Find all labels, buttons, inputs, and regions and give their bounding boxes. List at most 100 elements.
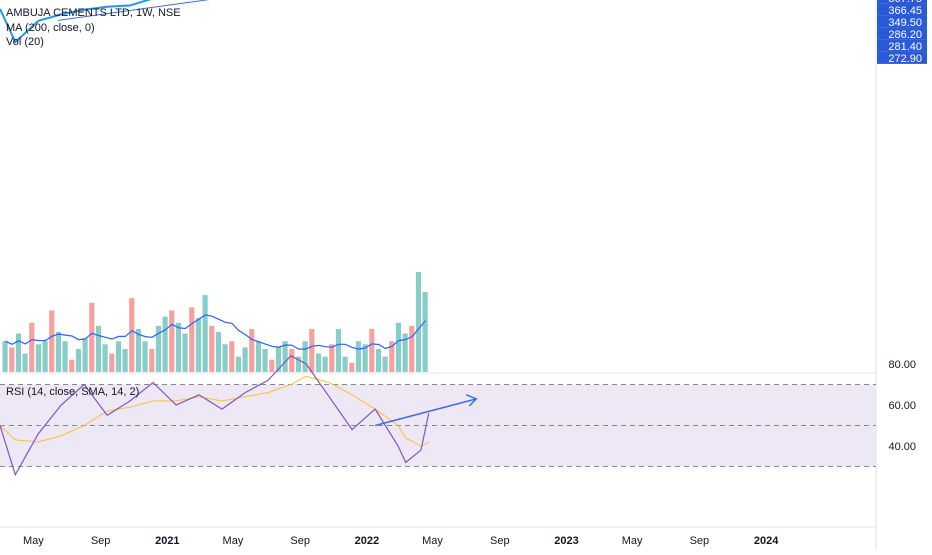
volume-bar xyxy=(349,362,355,372)
rsi-legend: RSI (14, close, SMA, 14, 2) xyxy=(6,386,140,398)
x-tick-label: May xyxy=(622,535,643,547)
volume-bar xyxy=(309,328,315,372)
x-tick-label: 2022 xyxy=(355,535,379,547)
volume-bar xyxy=(42,341,48,372)
price-level-label: 367.75 xyxy=(888,0,922,5)
volume-bar xyxy=(82,338,88,372)
volume-bar xyxy=(222,344,228,372)
volume-bar xyxy=(375,348,382,372)
rsi-y-tick-label: 60.00 xyxy=(888,400,916,412)
volume-bar xyxy=(402,333,408,372)
volume-bar xyxy=(15,333,22,372)
volume-ma-line xyxy=(5,314,426,350)
volume-bar xyxy=(289,348,295,372)
rsi-y-tick-label: 40.00 xyxy=(888,441,916,453)
price-level-label: 366.45 xyxy=(888,5,922,17)
price-axis-bg xyxy=(877,0,932,550)
x-tick-label: May xyxy=(422,535,443,547)
price-level-label: 272.90 xyxy=(888,53,922,65)
price-pane xyxy=(0,0,876,372)
volume-bar xyxy=(102,344,108,372)
volume-bar xyxy=(149,348,155,372)
volume-bar xyxy=(415,272,422,372)
x-tick-label: 2023 xyxy=(554,535,578,547)
volume-bar xyxy=(342,356,348,372)
volume-bar xyxy=(409,325,415,372)
volume-bar xyxy=(69,359,75,372)
volume-bar xyxy=(89,302,95,372)
x-tick-label: Sep xyxy=(690,535,710,547)
volume-bar xyxy=(215,332,222,372)
x-tick-label: May xyxy=(23,535,44,547)
volume-bar xyxy=(235,356,242,372)
volume-bar xyxy=(142,341,148,372)
volume-bar xyxy=(9,347,15,372)
volume-bar xyxy=(189,307,195,372)
volume-bar xyxy=(35,344,42,372)
volume-bar xyxy=(122,348,128,372)
price-level-tag xyxy=(877,51,927,64)
volume-bar xyxy=(162,316,168,372)
price-level-tag xyxy=(877,27,927,40)
volume-bar xyxy=(135,328,142,372)
volume-bar xyxy=(335,328,342,372)
volume-bar xyxy=(209,325,215,372)
rsi-sma-line xyxy=(0,375,429,447)
volume-bar xyxy=(49,310,55,372)
volume-bar xyxy=(169,310,175,372)
volume-bar xyxy=(282,341,288,372)
volume-bar xyxy=(362,344,368,372)
volume-bar xyxy=(249,328,255,372)
volume-legend: Vol (20) xyxy=(6,36,44,48)
volume-bar xyxy=(109,353,115,372)
volume-bar xyxy=(315,353,322,372)
price-line xyxy=(0,0,152,44)
volume-bar xyxy=(22,353,28,372)
volume-bar xyxy=(2,341,8,372)
volume-bar xyxy=(182,333,188,372)
volume-bar xyxy=(302,341,308,372)
x-tick-label: Sep xyxy=(91,535,111,547)
volume-bar xyxy=(395,322,402,372)
volume-bar xyxy=(129,298,135,372)
x-tick-label: May xyxy=(223,535,244,547)
volume-bar xyxy=(369,328,375,372)
price-level-tag xyxy=(877,15,927,28)
volume-bar xyxy=(329,344,335,372)
ma-legend: MA (200, close, 0) xyxy=(6,22,95,34)
rsi-projection-arrow xyxy=(374,398,477,427)
volume-bar xyxy=(269,359,275,372)
price-level-tag xyxy=(877,39,927,52)
price-level-label: 286.20 xyxy=(888,29,922,41)
volume-bar xyxy=(175,322,182,372)
volume-bar xyxy=(95,325,102,372)
chart-title: AMBUJA CEMENTS LTD, 1W, NSE xyxy=(6,7,181,19)
volume-bar xyxy=(229,341,235,372)
volume-bar xyxy=(195,318,202,372)
rsi-line xyxy=(0,355,430,477)
x-tick-label: Sep xyxy=(490,535,510,547)
volume-bar xyxy=(75,348,82,372)
volume-bar xyxy=(62,341,68,372)
volume-bar xyxy=(55,332,62,372)
volume-bar xyxy=(29,322,35,372)
price-level-label: 349.50 xyxy=(888,17,922,29)
price-level-label: 281.40 xyxy=(888,41,922,53)
x-tick-label: 2024 xyxy=(754,535,779,547)
volume-bar xyxy=(422,292,428,372)
volume-bar xyxy=(355,341,362,372)
price-level-tag xyxy=(877,0,927,4)
volume-bar xyxy=(322,356,328,372)
ascending-trendline xyxy=(57,0,210,21)
price-level-tag xyxy=(877,3,927,16)
volume-bar xyxy=(262,348,268,372)
volume-bar xyxy=(202,295,208,372)
volume-bar xyxy=(155,325,162,372)
volume-bar xyxy=(255,341,262,372)
rsi-y-tick-label: 80.00 xyxy=(888,359,916,371)
rsi-projection-arrowhead xyxy=(465,394,478,407)
x-tick-label: 2021 xyxy=(155,535,179,547)
volume-bar xyxy=(275,347,282,372)
